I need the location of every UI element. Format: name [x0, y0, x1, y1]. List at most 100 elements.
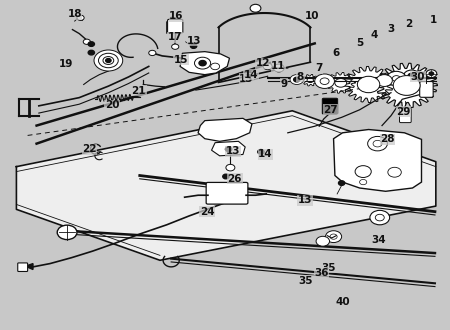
Circle shape [360, 180, 367, 185]
FancyBboxPatch shape [322, 98, 338, 114]
Circle shape [77, 15, 84, 20]
Circle shape [393, 76, 420, 95]
Circle shape [426, 70, 437, 78]
Circle shape [250, 4, 261, 12]
Text: 35: 35 [298, 276, 313, 286]
Circle shape [190, 44, 197, 48]
Circle shape [373, 140, 382, 147]
FancyBboxPatch shape [400, 108, 411, 123]
Text: 40: 40 [335, 297, 350, 307]
Circle shape [294, 77, 300, 82]
Circle shape [338, 181, 345, 185]
Circle shape [357, 76, 380, 93]
Polygon shape [198, 118, 252, 141]
Polygon shape [333, 129, 422, 191]
Text: 21: 21 [131, 86, 146, 96]
Text: 24: 24 [200, 207, 214, 217]
Circle shape [258, 149, 264, 154]
FancyBboxPatch shape [420, 82, 433, 97]
Circle shape [330, 234, 337, 239]
Circle shape [307, 78, 314, 82]
Text: 28: 28 [380, 134, 395, 144]
Text: 13: 13 [187, 36, 202, 46]
Circle shape [392, 76, 400, 82]
Circle shape [325, 231, 342, 243]
Circle shape [88, 42, 94, 47]
Text: 26: 26 [228, 174, 242, 184]
Text: 18: 18 [68, 10, 82, 19]
Text: 2: 2 [405, 19, 413, 29]
Text: 17: 17 [167, 32, 182, 43]
Polygon shape [166, 17, 176, 34]
Circle shape [211, 63, 220, 70]
Polygon shape [25, 264, 33, 270]
Text: 13: 13 [297, 195, 312, 206]
Text: 7: 7 [315, 63, 323, 73]
FancyBboxPatch shape [206, 182, 248, 204]
Text: 34: 34 [371, 235, 386, 245]
Polygon shape [326, 72, 355, 93]
Circle shape [245, 71, 252, 75]
Circle shape [199, 60, 206, 66]
Polygon shape [302, 74, 318, 86]
Polygon shape [376, 63, 437, 108]
FancyBboxPatch shape [18, 263, 27, 272]
Circle shape [387, 71, 406, 86]
Circle shape [171, 44, 179, 49]
Text: 13: 13 [239, 74, 254, 84]
Polygon shape [212, 141, 245, 156]
Circle shape [320, 78, 329, 84]
Polygon shape [344, 66, 393, 103]
Polygon shape [16, 111, 436, 260]
FancyBboxPatch shape [167, 19, 183, 33]
Text: 10: 10 [305, 12, 320, 21]
Circle shape [106, 58, 111, 62]
Circle shape [263, 63, 272, 70]
Circle shape [223, 174, 229, 179]
Circle shape [404, 70, 420, 82]
Text: 5: 5 [356, 38, 363, 48]
Text: 6: 6 [333, 48, 340, 58]
Circle shape [274, 64, 284, 72]
Text: 22: 22 [82, 144, 97, 154]
Text: 36: 36 [314, 268, 328, 278]
Text: 20: 20 [105, 100, 119, 110]
Circle shape [194, 57, 211, 69]
Circle shape [225, 147, 232, 151]
Circle shape [429, 72, 434, 75]
Text: 29: 29 [396, 107, 411, 117]
Text: 35: 35 [321, 263, 335, 273]
Text: 30: 30 [411, 72, 425, 82]
Text: 12: 12 [256, 58, 270, 68]
Circle shape [57, 225, 77, 240]
Circle shape [83, 39, 90, 45]
Circle shape [103, 56, 114, 64]
Text: 11: 11 [271, 61, 286, 71]
Circle shape [368, 136, 387, 151]
Text: 8: 8 [297, 72, 304, 82]
Circle shape [316, 236, 329, 246]
Text: 3: 3 [387, 24, 395, 34]
Circle shape [370, 210, 390, 225]
Circle shape [88, 50, 94, 55]
Circle shape [226, 164, 235, 171]
Text: 9: 9 [281, 79, 288, 88]
Circle shape [94, 50, 123, 71]
Circle shape [355, 166, 371, 178]
Text: 1: 1 [430, 16, 437, 25]
Circle shape [376, 75, 392, 86]
Circle shape [149, 50, 156, 55]
Text: 16: 16 [169, 12, 184, 21]
Circle shape [358, 77, 379, 92]
Circle shape [388, 167, 401, 177]
Text: 14: 14 [258, 149, 273, 159]
Circle shape [335, 79, 346, 87]
Circle shape [290, 75, 303, 84]
Circle shape [220, 126, 230, 133]
Circle shape [375, 214, 384, 221]
Circle shape [394, 76, 419, 95]
Text: 4: 4 [370, 30, 378, 40]
Polygon shape [180, 51, 230, 75]
Text: 14: 14 [244, 70, 258, 80]
Circle shape [315, 74, 334, 88]
